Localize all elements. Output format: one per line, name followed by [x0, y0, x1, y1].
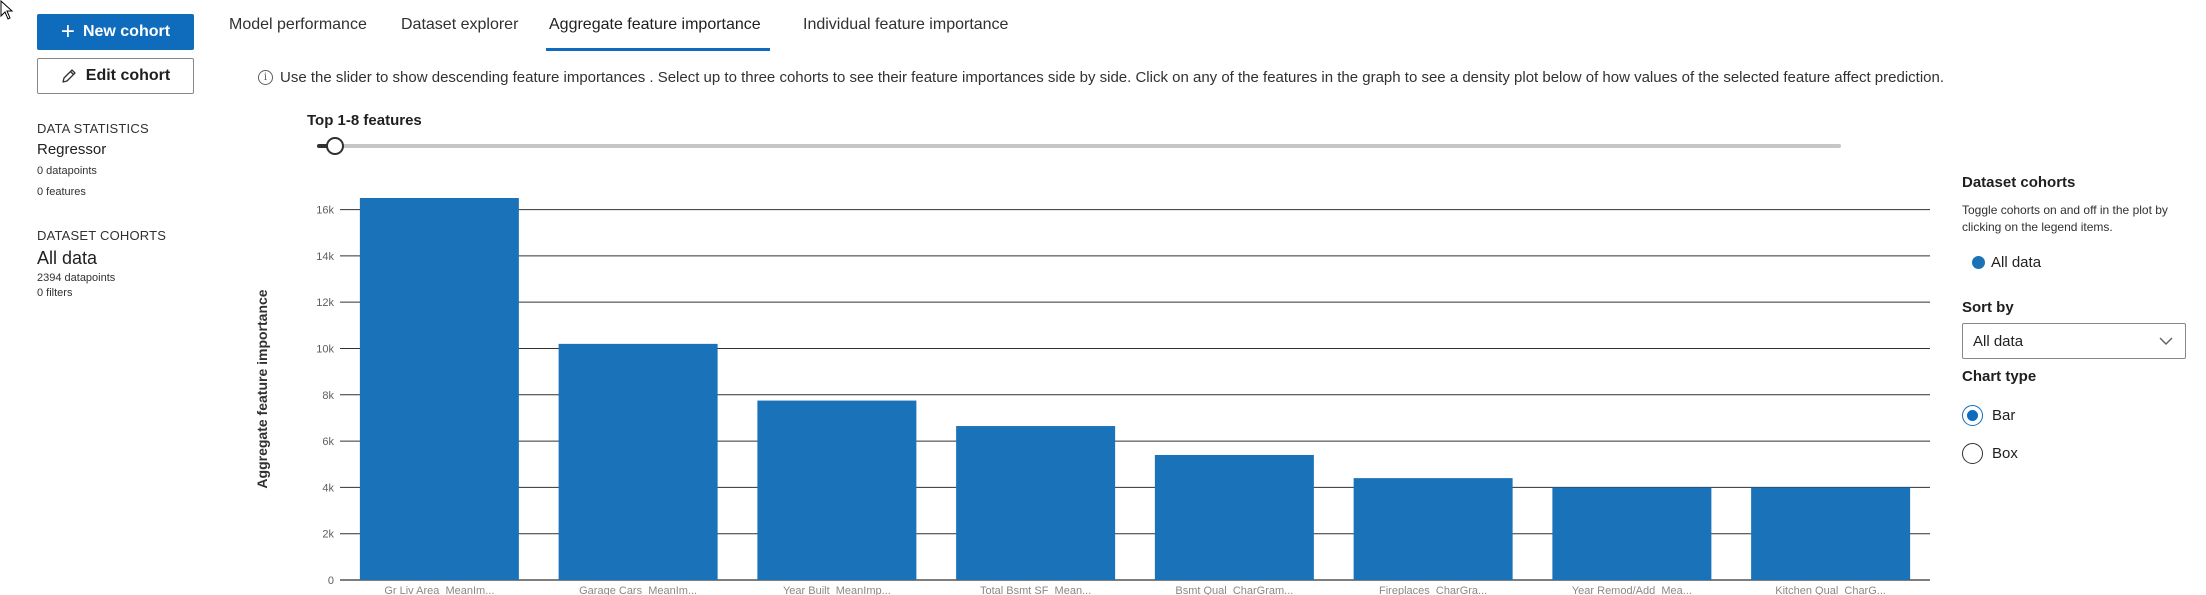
cohort-filters: 0 filters	[37, 287, 73, 299]
feature-count-slider-track[interactable]	[317, 144, 1841, 148]
plus-icon: +	[60, 18, 75, 45]
x-tick-label: Year Built_MeanImp...	[783, 585, 891, 595]
edit-cohort-button[interactable]: Edit cohort	[37, 58, 194, 94]
y-tick-label: 14k	[316, 251, 334, 263]
dataset-cohorts-description: Toggle cohorts on and off in the plot by…	[1962, 203, 2168, 234]
x-tick-label: Fireplaces_CharGra...	[1379, 585, 1487, 595]
model-type-value: Regressor	[37, 141, 107, 158]
chart-type-bar-option[interactable]: Bar	[1962, 405, 2015, 426]
tab-dataset-explorer[interactable]: Dataset explorer	[401, 16, 519, 33]
y-tick-label: 12k	[316, 297, 334, 309]
y-tick-label: 4k	[322, 482, 334, 494]
pencil-icon	[62, 69, 76, 83]
sort-by-dropdown[interactable]: All data	[1962, 323, 2186, 359]
chevron-down-icon	[2159, 337, 2173, 345]
bar[interactable]	[757, 400, 917, 580]
chart-type-title: Chart type	[1962, 368, 2037, 385]
feature-importance-chart: 0 2k 4k 6k 8k 10k 12k 14k 16k Aggregate feature i…	[254, 198, 1930, 595]
data-statistics-datapoints: 0 datapoints	[37, 165, 97, 177]
info-icon: i	[258, 70, 273, 85]
legend-item-label: All data	[1991, 254, 2042, 271]
legend-item-all-data[interactable]: All data	[1972, 254, 2041, 271]
bar[interactable]	[1154, 454, 1314, 580]
feature-count-slider-thumb[interactable]	[326, 137, 344, 155]
bar[interactable]	[359, 198, 519, 580]
bar[interactable]	[558, 343, 718, 580]
y-tick-label: 10k	[316, 343, 334, 355]
y-axis-label: Aggregate feature importance	[254, 289, 270, 488]
sort-by-value: All data	[1973, 332, 2024, 350]
x-tick-label: Garage Cars_MeanIm...	[579, 585, 697, 595]
bar[interactable]	[1751, 487, 1911, 580]
y-tick-label: 6k	[322, 436, 334, 448]
x-tick-label: Gr Liv Area_MeanIm...	[384, 585, 494, 595]
dataset-cohorts-heading: DATASET COHORTS	[37, 228, 167, 243]
radio-bar[interactable]	[1962, 405, 1983, 426]
tab-aggregate-feature-importance[interactable]: Aggregate feature importance	[549, 16, 761, 33]
new-cohort-button[interactable]: + New cohort	[37, 14, 194, 50]
slider-label: Top 1-8 features	[307, 112, 422, 129]
x-tick-label: Bsmt Qual_CharGram...	[1175, 585, 1293, 595]
x-tick-label: Total Bsmt SF_Mean...	[980, 585, 1091, 595]
info-message: i Use the slider to show descending feat…	[258, 69, 1944, 86]
cohort-name: All data	[37, 248, 98, 268]
tab-model-performance[interactable]: Model performance	[229, 16, 367, 33]
mouse-cursor-icon	[0, 0, 14, 20]
x-tick-label: Kitchen Qual_CharG...	[1775, 585, 1886, 595]
y-tick-label: 16k	[316, 205, 334, 217]
data-statistics-heading: DATA STATISTICS	[37, 121, 149, 136]
y-tick-label: 8k	[322, 390, 334, 402]
radio-bar-label: Bar	[1992, 407, 2016, 424]
new-cohort-label: New cohort	[82, 23, 171, 40]
bar[interactable]	[1552, 487, 1712, 580]
radio-box-label: Box	[1992, 445, 2018, 462]
y-tick-label: 2k	[322, 529, 334, 541]
bar[interactable]	[956, 426, 1116, 580]
chart-type-box-option[interactable]: Box	[1962, 443, 2018, 464]
y-tick-label: 0	[328, 575, 334, 587]
x-tick-label: Year Remod/Add_Mea...	[1572, 585, 1692, 595]
active-tab-indicator	[546, 48, 770, 51]
legend-dot	[1972, 256, 1985, 269]
radio-box[interactable]	[1962, 443, 1983, 464]
edit-cohort-label: Edit cohort	[85, 67, 171, 84]
data-statistics-features: 0 features	[37, 186, 86, 198]
dataset-cohorts-title: Dataset cohorts	[1962, 174, 2076, 191]
tab-individual-feature-importance[interactable]: Individual feature importance	[803, 16, 1009, 33]
info-text: Use the slider to show descending featur…	[280, 69, 1945, 86]
cohort-datapoints: 2394 datapoints	[37, 272, 116, 284]
bar[interactable]	[1353, 478, 1513, 580]
sort-by-title: Sort by	[1962, 299, 2014, 316]
